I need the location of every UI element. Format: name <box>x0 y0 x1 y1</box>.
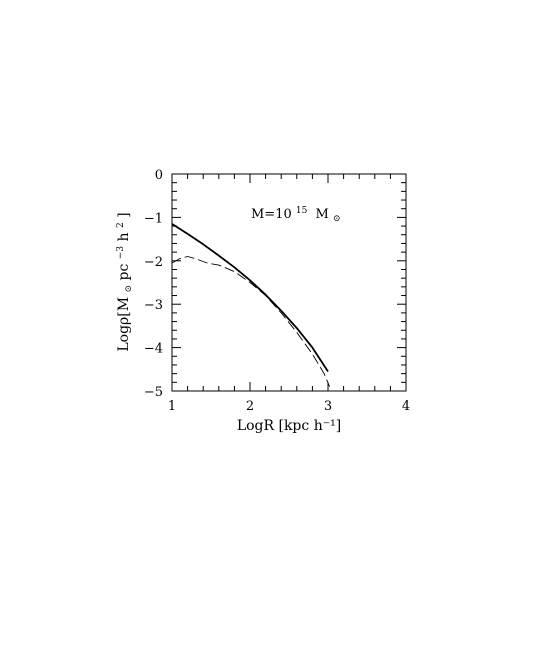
mass-annotation-sun: ⊙ <box>333 214 341 224</box>
x-tick-label: 3 <box>324 399 332 414</box>
mass-annotation-prefix: M=10 <box>251 207 292 222</box>
axis-ticks <box>171 173 407 392</box>
y-tick-label: 0 <box>155 168 163 183</box>
y-axis-label-prefix: Logρ[M <box>116 297 132 352</box>
series-line-dashed <box>171 256 331 387</box>
y-tick-label: −3 <box>144 298 163 313</box>
x-tick-label: 1 <box>168 399 176 414</box>
y-axis-label-sun: ⊙ <box>124 285 134 293</box>
mass-annotation-unit: M <box>315 207 328 222</box>
y-tick-label: −2 <box>144 255 163 270</box>
y-axis-label-exp1: −3 <box>116 246 126 260</box>
y-axis-label-suffix: ] <box>116 212 132 217</box>
series-line-solid <box>171 223 329 372</box>
mass-annotation-exponent: 15 <box>296 206 308 216</box>
plot-frame <box>171 173 407 392</box>
y-tick-label: −5 <box>144 385 163 400</box>
y-tick-label: −4 <box>144 342 163 357</box>
x-tick-label: 4 <box>402 399 410 414</box>
data-series <box>171 223 331 387</box>
x-axis-label: LogR [kpc h⁻¹] <box>237 418 341 434</box>
y-axis-label: Logρ[M ⊙ pc −3 h 2 ] <box>111 212 135 351</box>
x-tick-label: 2 <box>246 399 254 414</box>
y-axis-label-exp2: 2 <box>116 222 126 228</box>
mass-annotation: M=10 15 M ⊙ <box>251 202 340 224</box>
y-axis-label-h: h <box>116 232 132 241</box>
axis-tick-labels: 1 2 3 4 0 −1 −2 −3 −4 −5 <box>144 168 410 414</box>
y-axis-label-mid: pc <box>116 264 132 281</box>
y-tick-label: −1 <box>144 211 163 226</box>
